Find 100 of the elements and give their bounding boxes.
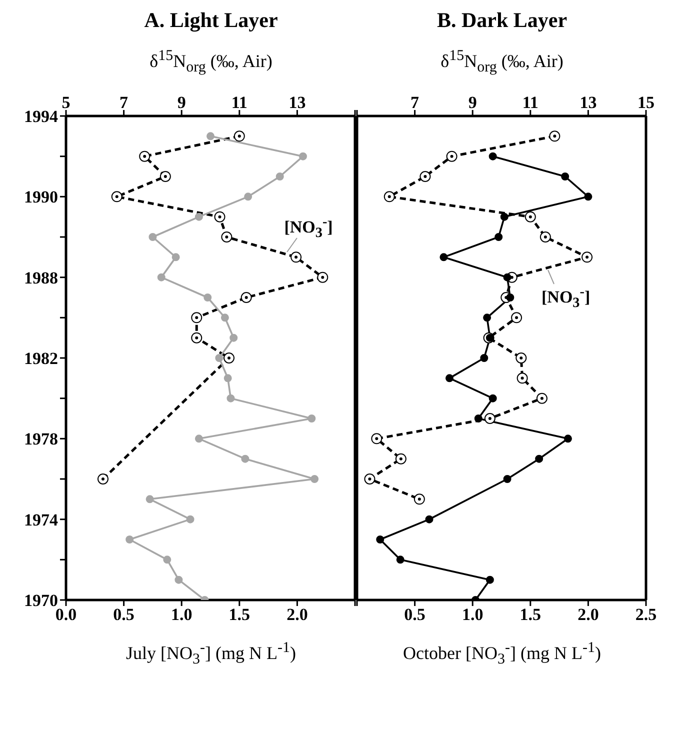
point	[506, 294, 514, 302]
point	[535, 454, 544, 463]
point	[194, 434, 203, 443]
point	[206, 132, 214, 140]
point	[483, 314, 492, 322]
point	[480, 354, 488, 362]
y-tick-label: 1978	[24, 430, 58, 449]
point	[204, 294, 212, 302]
point	[220, 314, 229, 322]
x-tick-label: 0.5	[404, 605, 426, 624]
y-tick-label: 1982	[24, 349, 58, 368]
point	[186, 515, 194, 524]
point	[364, 474, 376, 484]
y-tick-label: 1988	[24, 268, 58, 288]
point	[160, 171, 171, 182]
x-tick-label: 0.0	[55, 605, 77, 624]
point	[214, 211, 226, 222]
point	[396, 556, 404, 564]
y-tick-label: 1970	[24, 591, 58, 610]
point	[582, 252, 593, 263]
point	[564, 434, 572, 443]
x2-axis-title: δ$^{15}$N$_{org}$ (‰, Air)	[148, 48, 274, 78]
point	[298, 152, 307, 160]
point	[536, 392, 548, 404]
point	[488, 394, 497, 402]
point	[310, 475, 319, 483]
point	[174, 576, 183, 584]
point	[97, 474, 108, 484]
x-tick-label: 2.5	[635, 605, 657, 624]
point	[230, 334, 238, 342]
y-tick-label: 1994	[24, 107, 58, 126]
point	[226, 394, 235, 402]
point	[234, 130, 245, 142]
point	[446, 150, 458, 162]
point	[414, 494, 425, 505]
point	[445, 374, 454, 382]
x-tick-label: 2.0	[286, 605, 308, 624]
point	[172, 253, 180, 262]
point	[511, 312, 522, 324]
point	[425, 515, 434, 524]
point	[240, 292, 252, 303]
x2-tick-label: 9	[468, 93, 477, 112]
x-tick-label: 1.5	[228, 605, 250, 624]
point	[139, 150, 150, 162]
x-tick-label: 1.0	[170, 605, 192, 624]
point	[148, 233, 157, 241]
point	[215, 354, 224, 362]
point	[440, 253, 448, 262]
x-tick-label: 0.5	[113, 605, 134, 624]
series-label: [NO$_{3}$$^{-}$]	[540, 284, 592, 312]
x2-tick-label: 15	[638, 93, 654, 112]
point	[486, 576, 494, 584]
point	[111, 191, 122, 202]
point	[276, 172, 284, 180]
point	[224, 374, 232, 382]
point	[484, 413, 496, 424]
point	[384, 191, 395, 202]
x-tick-label: 2.0	[578, 605, 599, 624]
point	[126, 536, 134, 544]
x2-tick-label: 9	[177, 93, 186, 112]
point	[395, 453, 406, 464]
x2-tick-label: 7	[410, 93, 420, 112]
point	[290, 252, 302, 263]
chart-title: A. Light Layer	[143, 8, 279, 34]
point	[308, 414, 316, 422]
point	[486, 334, 494, 342]
point	[157, 273, 166, 282]
point	[494, 233, 503, 241]
x-axis-title: October [NO$_{3}$$^{-}$] (mg N L$^{-1}$)	[402, 640, 602, 670]
x2-axis-title: δ$^{15}$N$_{org}$ (‰, Air)	[440, 48, 564, 78]
x2-tick-label: 13	[580, 93, 597, 112]
point	[549, 130, 560, 142]
point	[524, 211, 536, 222]
point	[376, 536, 384, 544]
chart-title: B. Dark Layer	[436, 8, 568, 34]
point	[191, 332, 202, 344]
x-tick-label: 1.0	[462, 605, 484, 624]
x2-tick-label: 11	[231, 93, 248, 112]
x2-tick-label: 5	[62, 93, 70, 112]
point	[516, 352, 527, 364]
x-tick-label: 1.5	[520, 605, 542, 624]
point	[223, 352, 234, 364]
x2-tick-label: 11	[522, 93, 538, 112]
point	[244, 192, 252, 201]
x2-tick-label: 7	[120, 93, 129, 112]
point	[420, 171, 431, 182]
point	[503, 475, 512, 483]
point	[474, 414, 482, 422]
x2-tick-label: 13	[288, 93, 306, 112]
series-label: [NO$_{3}$$^{-}$]	[283, 214, 334, 242]
point	[584, 192, 592, 201]
point	[194, 212, 203, 221]
point	[241, 454, 250, 463]
point	[516, 372, 528, 384]
point	[317, 272, 328, 283]
point	[500, 212, 508, 221]
point	[561, 172, 570, 180]
point	[540, 232, 551, 242]
point	[503, 273, 512, 282]
x-axis-title: July [NO$_{3}$$^{-}$] (mg N L$^{-1}$)	[125, 640, 297, 670]
